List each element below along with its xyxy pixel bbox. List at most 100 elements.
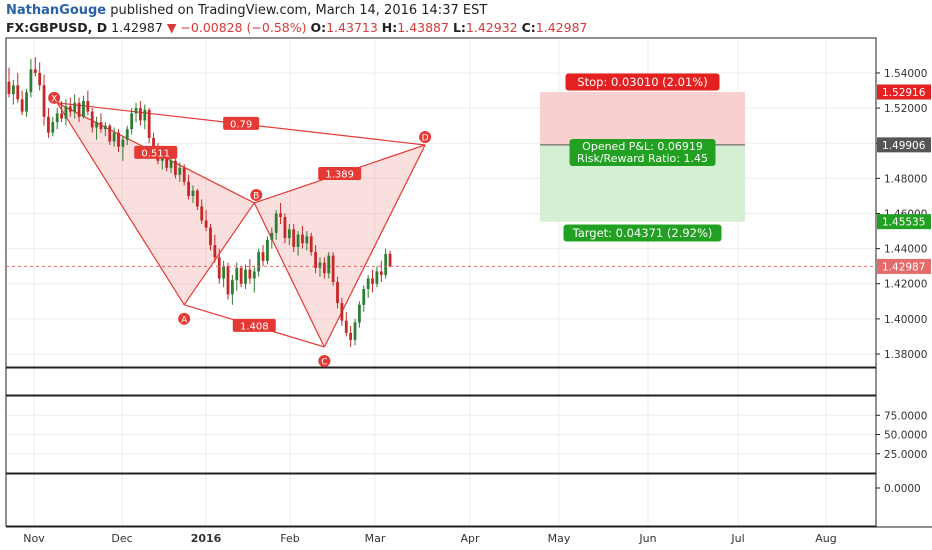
candle (209, 224, 212, 251)
candle (29, 58, 33, 98)
price-badge (877, 137, 931, 153)
candle-body (318, 262, 322, 268)
ratio-label: 0.79 (230, 119, 252, 130)
pattern-fill-xab (57, 102, 255, 305)
candle-body (51, 122, 55, 133)
candle (371, 269, 374, 293)
sub-panel-frame (5, 367, 877, 396)
harmonic-pattern[interactable] (56, 102, 426, 348)
candle-body (213, 245, 217, 258)
candle (287, 224, 291, 246)
author-link[interactable]: NathanGouge (6, 3, 107, 18)
candle (117, 129, 120, 152)
candle-body (108, 125, 112, 142)
candle-body (169, 160, 173, 168)
symbol-label[interactable]: FX:GBPUSD, D (6, 20, 108, 35)
candle-body (270, 232, 274, 240)
indicator-tick-label: 25.0000 (884, 449, 927, 461)
candle (90, 108, 94, 133)
candle (55, 108, 59, 130)
candle (42, 74, 46, 126)
candle (318, 257, 322, 277)
candle (270, 227, 274, 249)
candle (266, 236, 269, 265)
price-badge-label: 1.49906 (882, 140, 926, 152)
candle (64, 99, 68, 126)
candle-body (252, 271, 256, 279)
candle (349, 325, 353, 347)
candle-body (125, 129, 129, 140)
candle-body (226, 266, 230, 295)
candle (301, 225, 304, 249)
candle (379, 260, 383, 282)
ratio-label: 1.389 (325, 169, 354, 180)
last-price: 1.42987 (111, 20, 163, 35)
candle (143, 104, 147, 130)
candle (239, 266, 243, 288)
candle-body (230, 280, 234, 295)
candle-body (134, 108, 138, 114)
candle-body (42, 85, 46, 117)
candle-body (239, 267, 243, 284)
panel-frames (5, 37, 932, 528)
pattern-point-label: D (422, 133, 429, 143)
candle (11, 79, 15, 105)
candle (7, 67, 11, 98)
candle-body (130, 113, 134, 130)
candle (82, 95, 85, 119)
candle (222, 260, 226, 288)
price-axis[interactable]: 1.540001.520001.500001.480001.460001.440… (876, 68, 931, 495)
candle-body (283, 216, 287, 239)
candle-body (384, 253, 388, 275)
candle (336, 276, 339, 309)
candle-body (331, 255, 335, 282)
pattern-point-marker (419, 130, 432, 143)
candle-body (204, 220, 208, 228)
candle (99, 113, 103, 133)
time-tick-label: Jul (730, 532, 744, 545)
candle-body (77, 102, 81, 117)
candle (252, 266, 256, 293)
position-tool[interactable]: Stop: 0.03010 (2.01%) Target: 0.04371 (2.… (540, 73, 745, 242)
candle (279, 202, 282, 225)
candle-body (82, 101, 85, 117)
candle-body (139, 108, 142, 121)
candle-body (25, 92, 28, 112)
pattern-point-marker (178, 312, 191, 325)
candle (353, 318, 357, 346)
time-tick-label: Nov (23, 532, 45, 545)
candle-body (60, 113, 63, 119)
time-axis[interactable]: Nov Dec 2016 Feb Mar Apr May Jun Jul Aug (23, 532, 836, 545)
candle-body (287, 229, 291, 239)
low-label: L: (452, 20, 466, 35)
ratio-label-box (223, 116, 260, 130)
price-badge-label: 1.42987 (882, 261, 925, 273)
candle (274, 209, 278, 240)
open-label: O: (310, 20, 327, 35)
candle-body (222, 266, 226, 279)
candle (235, 262, 239, 291)
candle-body (257, 252, 261, 272)
candle (331, 252, 335, 286)
candle (217, 248, 221, 284)
candle (322, 257, 326, 279)
candle-body (209, 227, 212, 246)
candle-body (274, 213, 278, 233)
candle-body (191, 190, 195, 196)
candle (121, 136, 125, 161)
ratio-label: 0.511 (141, 148, 170, 159)
candle-body (47, 116, 50, 133)
candle (204, 209, 208, 232)
candle-body (314, 252, 317, 268)
candle (47, 108, 50, 138)
candle (327, 252, 331, 279)
pattern-fill-bcd (254, 144, 426, 347)
candle-body (187, 181, 190, 196)
candle-body (217, 257, 221, 279)
ohlc-line: FX:GBPUSD, D 1.42987 ▼ −0.00828 (−0.58%)… (6, 20, 588, 35)
candle-body (73, 102, 77, 112)
candle-body (322, 262, 326, 274)
chart-header: NathanGouge published on TradingView.com… (0, 0, 932, 38)
candle (33, 57, 37, 77)
